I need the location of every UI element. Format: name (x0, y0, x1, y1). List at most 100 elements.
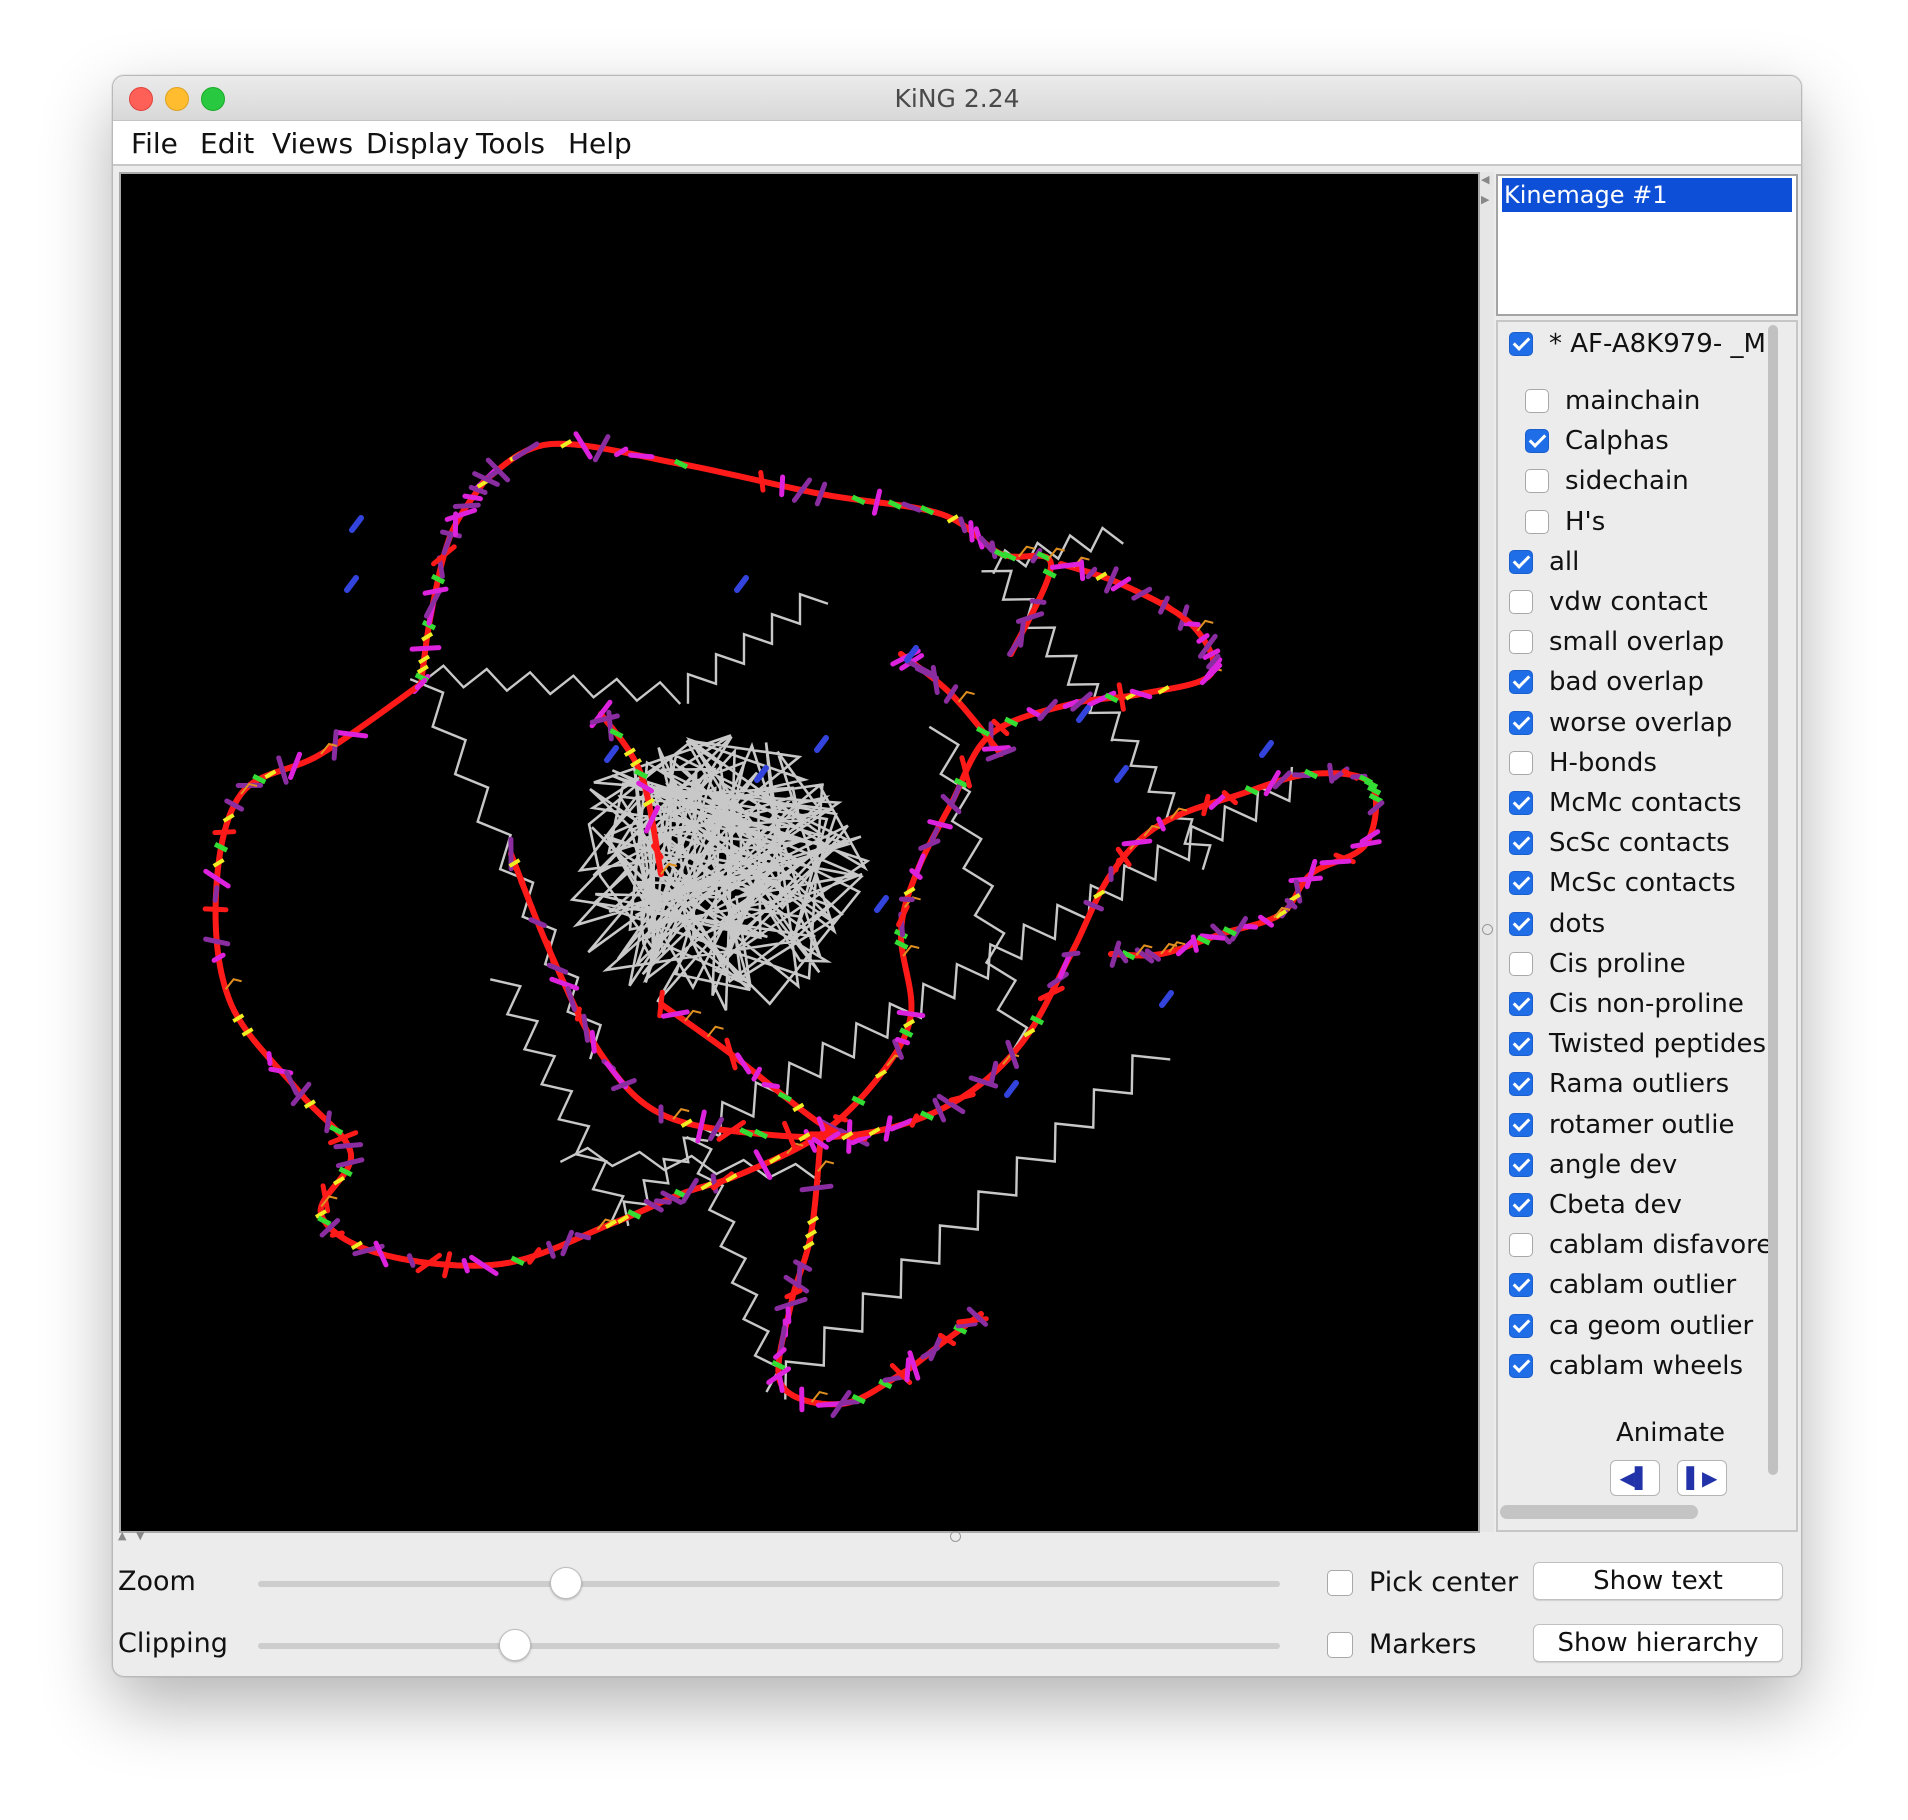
group-checkbox[interactable] (1509, 332, 1533, 356)
group-row[interactable]: ScSc contacts (1509, 826, 1730, 860)
group-row[interactable]: * AF-A8K979- _M (1509, 327, 1766, 361)
animate-back-button[interactable]: ◀▌ (1610, 1460, 1660, 1496)
zoom-window-button[interactable] (201, 87, 225, 111)
group-checkbox[interactable] (1509, 831, 1533, 856)
group-row[interactable]: McMc contacts (1509, 786, 1742, 820)
collapse-up-arrow-icon[interactable]: ▲ (118, 1529, 127, 1542)
group-checkbox[interactable] (1509, 710, 1533, 735)
clipping-slider-track[interactable] (258, 1643, 1280, 1649)
group-checkbox[interactable] (1509, 1193, 1533, 1217)
group-checkbox[interactable] (1509, 992, 1533, 1016)
group-checkbox[interactable] (1509, 630, 1533, 655)
group-checkbox[interactable] (1509, 1032, 1533, 1057)
group-label: dots (1549, 908, 1606, 939)
group-row[interactable]: sidechain (1525, 464, 1689, 498)
kinemage-canvas[interactable] (119, 172, 1480, 1533)
group-row[interactable]: bad overlap (1509, 665, 1704, 699)
group-row[interactable]: vdw contact (1509, 585, 1708, 619)
group-row[interactable]: Rama outliers (1509, 1067, 1729, 1101)
group-row[interactable]: rotamer outlie (1509, 1108, 1734, 1142)
menu-edit[interactable]: Edit (200, 127, 255, 160)
group-row[interactable]: Calphas (1525, 424, 1669, 458)
group-checkbox[interactable] (1509, 1152, 1533, 1177)
group-row[interactable]: dots (1509, 907, 1605, 941)
group-checkbox[interactable] (1525, 389, 1549, 413)
group-row[interactable]: mainchain (1525, 384, 1700, 418)
outlier-mark (882, 1374, 905, 1383)
close-button[interactable] (129, 87, 153, 111)
markers-option[interactable]: Markers (1327, 1629, 1476, 1660)
group-checkbox[interactable] (1509, 1112, 1533, 1137)
minimize-button[interactable] (165, 87, 189, 111)
group-checkbox[interactable] (1509, 871, 1533, 896)
outlier-mark (510, 1255, 525, 1267)
group-checkbox[interactable] (1509, 1233, 1533, 1258)
kinemage-list[interactable]: Kinemage #1 (1496, 174, 1798, 316)
group-checkbox[interactable] (1509, 1273, 1533, 1298)
group-checkbox[interactable] (1509, 670, 1533, 695)
outlier-mark (1157, 685, 1170, 695)
group-row[interactable]: all (1509, 545, 1579, 579)
group-checkbox[interactable] (1525, 509, 1549, 534)
splitter-grip-icon[interactable] (950, 1531, 961, 1542)
group-row[interactable]: Cbeta dev (1509, 1188, 1682, 1222)
molecule-graphics[interactable] (121, 174, 1478, 1531)
menu-tools[interactable]: Tools (476, 127, 545, 160)
group-row[interactable]: cablam outlier (1509, 1268, 1736, 1302)
panel-vertical-scrollbar[interactable] (1768, 325, 1778, 1475)
show-text-button[interactable]: Show text (1533, 1562, 1783, 1600)
group-row[interactable]: Cis proline (1509, 947, 1686, 981)
outlier-mark (785, 1306, 792, 1325)
sidechain-mark (1160, 942, 1178, 955)
group-checkbox[interactable] (1509, 951, 1533, 976)
group-row[interactable]: angle dev (1509, 1148, 1677, 1182)
group-checkbox[interactable] (1509, 590, 1533, 614)
group-row[interactable]: H's (1525, 505, 1605, 539)
group-checkbox[interactable] (1509, 750, 1533, 775)
outlier-mark (1204, 657, 1223, 680)
outlier-mark (1129, 688, 1153, 700)
animate-forward-button[interactable]: ▌▶ (1677, 1460, 1727, 1496)
zoom-slider-knob[interactable] (549, 1567, 582, 1599)
collapse-right-arrow-icon[interactable]: ▶ (1481, 193, 1490, 206)
group-checkbox[interactable] (1509, 911, 1533, 936)
vertical-splitter[interactable]: ◀ ▶ (1480, 172, 1494, 1532)
group-row[interactable]: Cis non-proline (1509, 987, 1744, 1021)
outlier-mark (1116, 682, 1126, 712)
pick-center-checkbox[interactable] (1327, 1569, 1353, 1596)
kinemage-list-item[interactable]: Kinemage #1 (1502, 178, 1792, 212)
panel-horizontal-scrollbar[interactable] (1500, 1505, 1698, 1519)
group-row[interactable]: Twisted peptides (1509, 1027, 1766, 1061)
outlier-mark (1036, 550, 1051, 562)
group-row[interactable]: worse overlap (1509, 706, 1732, 740)
pick-center-option[interactable]: Pick center (1327, 1567, 1518, 1598)
collapse-down-arrow-icon[interactable]: ▼ (136, 1529, 145, 1542)
group-checkbox[interactable] (1509, 791, 1533, 815)
group-row[interactable]: McSc contacts (1509, 866, 1736, 900)
group-row[interactable]: ca geom outlier (1509, 1309, 1753, 1343)
group-checkbox[interactable] (1525, 429, 1549, 454)
group-row[interactable]: cablam disfavore (1509, 1228, 1772, 1262)
menu-help[interactable]: Help (568, 127, 632, 160)
outlier-mark (1303, 768, 1319, 780)
menu-views[interactable]: Views (272, 127, 354, 160)
group-checkbox[interactable] (1509, 1313, 1533, 1338)
group-checkbox[interactable] (1509, 1353, 1533, 1378)
menu-display[interactable]: Display (366, 127, 470, 160)
outlier-mark (1144, 948, 1162, 962)
outlier-mark (338, 1166, 353, 1177)
group-row[interactable]: H-bonds (1509, 746, 1657, 780)
zoom-slider-track[interactable] (258, 1581, 1280, 1587)
group-checkbox[interactable] (1525, 469, 1549, 494)
show-hierarchy-button[interactable]: Show hierarchy (1533, 1624, 1783, 1662)
group-checkbox[interactable] (1509, 1072, 1533, 1097)
collapse-left-arrow-icon[interactable]: ◀ (1481, 173, 1490, 186)
splitter-grip-icon[interactable] (1482, 924, 1493, 935)
group-row[interactable]: cablam wheels (1509, 1349, 1743, 1383)
menu-file[interactable]: File (131, 127, 178, 160)
horizontal-splitter[interactable]: ▲ ▼ (112, 1528, 1800, 1544)
clipping-slider-knob[interactable] (498, 1629, 531, 1661)
markers-checkbox[interactable] (1327, 1631, 1353, 1658)
group-checkbox[interactable] (1509, 549, 1533, 574)
group-row[interactable]: small overlap (1509, 625, 1724, 659)
